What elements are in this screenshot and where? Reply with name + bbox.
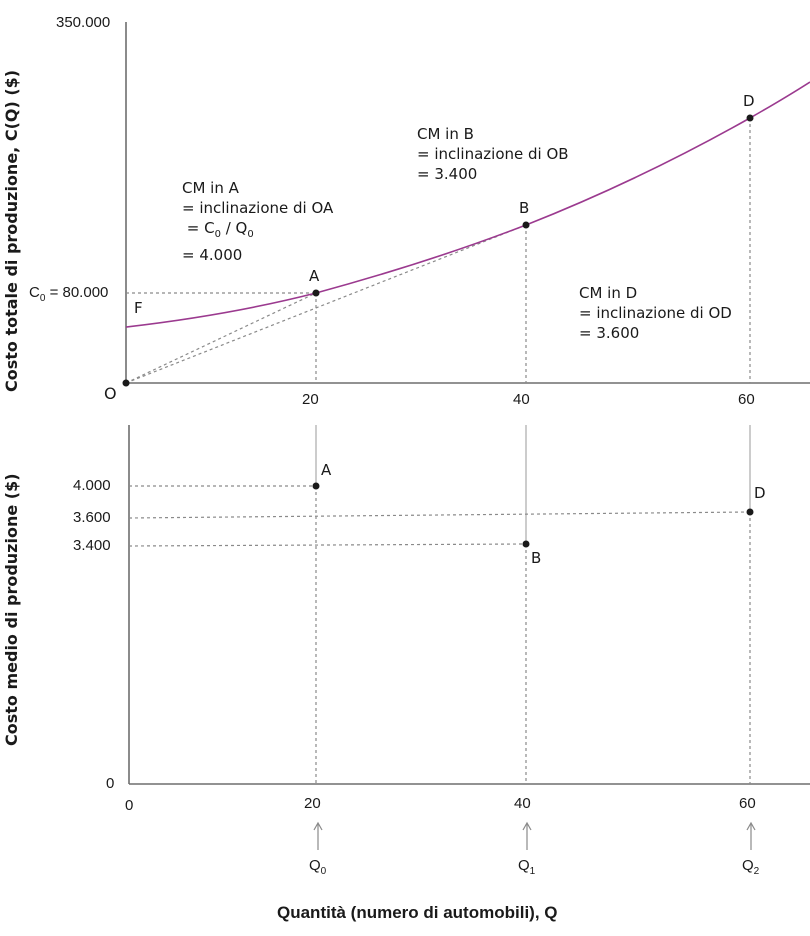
bottom-point-label-a: A (321, 461, 332, 479)
c0-subscript: 0 (39, 293, 46, 304)
ann-a-line1: CM in A (182, 179, 239, 197)
ann-d-line2: = inclinazione di OD (579, 304, 732, 322)
bottom-y-tick-0: 0 (106, 775, 115, 792)
point-label-a: A (309, 267, 320, 285)
origin-label: O (104, 384, 117, 403)
top-x-tick-20: 20 (302, 391, 319, 408)
top-x-tick-40: 40 (513, 391, 530, 408)
ann-a-c: = C (186, 219, 215, 237)
ann-d-line3: = 3.600 (579, 324, 640, 342)
ann-a-q-sub: 0 (247, 229, 254, 240)
q-arrows (313, 821, 756, 850)
x-axis-label: Quantità (numero di automobili), Q (277, 903, 558, 922)
curve-label-f: F (134, 299, 143, 317)
point-label-b: B (519, 199, 530, 217)
point-label-d: D (743, 92, 755, 110)
top-chart-axes (125, 22, 810, 384)
q1-label: Q1 (518, 857, 535, 877)
top-x-tick-60: 60 (738, 391, 755, 408)
top-chart-guides (125, 118, 751, 384)
bottom-point-label-b: B (531, 549, 542, 567)
ann-b-line1: CM in B (417, 125, 474, 143)
ann-a-line3: = C0 / Q0 (182, 218, 333, 245)
ann-a-line4: = 4.000 (182, 246, 243, 264)
top-y-tick-max: 350.000 (56, 14, 111, 31)
ann-b-line2: = inclinazione di OB (417, 145, 569, 163)
top-y-tick-c0: C0 = 80.000 (29, 284, 108, 304)
q2-sub: 2 (753, 866, 760, 877)
bottom-chart-verticals (315, 425, 751, 544)
bottom-y-tick-3400: 3.400 (73, 537, 111, 554)
annotation-cm-d: CM in D = inclinazione di OD = 3.600 (579, 283, 732, 343)
bottom-chart-axes (128, 425, 810, 785)
q0-sub: 0 (320, 866, 327, 877)
ann-b-line3: = 3.400 (417, 165, 478, 183)
bottom-chart-points (312, 482, 754, 548)
annotation-cm-b: CM in B = inclinazione di OB = 3.400 (417, 124, 569, 184)
bottom-y-axis-label: Costo medio di produzione ($) (2, 473, 21, 746)
ann-a-c-sub: 0 (214, 229, 221, 240)
q0-symbol: Q (309, 857, 321, 874)
c0-value: = 80.000 (45, 284, 109, 301)
ann-a-line2: = inclinazione di OA (182, 199, 334, 217)
bottom-x-tick-40: 40 (514, 795, 531, 812)
top-y-axis-label: Costo totale di produzione, C(Q) ($) (2, 69, 21, 392)
annotation-cm-a: CM in A = inclinazione di OA = C0 / Q0 =… (182, 178, 333, 265)
c0-symbol: C (29, 284, 40, 301)
bottom-x-tick-20: 20 (304, 795, 321, 812)
ann-a-q: / Q (220, 219, 248, 237)
top-chart-points (122, 114, 754, 387)
q1-symbol: Q (518, 857, 530, 874)
bottom-point-label-d: D (754, 484, 766, 502)
q0-label: Q0 (309, 857, 326, 877)
bottom-y-tick-3600: 3.600 (73, 509, 111, 526)
q1-sub: 1 (529, 866, 536, 877)
bottom-y-tick-4000: 4.000 (73, 477, 111, 494)
q2-label: Q2 (742, 857, 759, 877)
q2-symbol: Q (742, 857, 754, 874)
bottom-chart-guides (128, 485, 751, 784)
bottom-x-tick-0: 0 (125, 797, 134, 814)
bottom-x-tick-60: 60 (739, 795, 756, 812)
ann-d-line1: CM in D (579, 284, 638, 302)
